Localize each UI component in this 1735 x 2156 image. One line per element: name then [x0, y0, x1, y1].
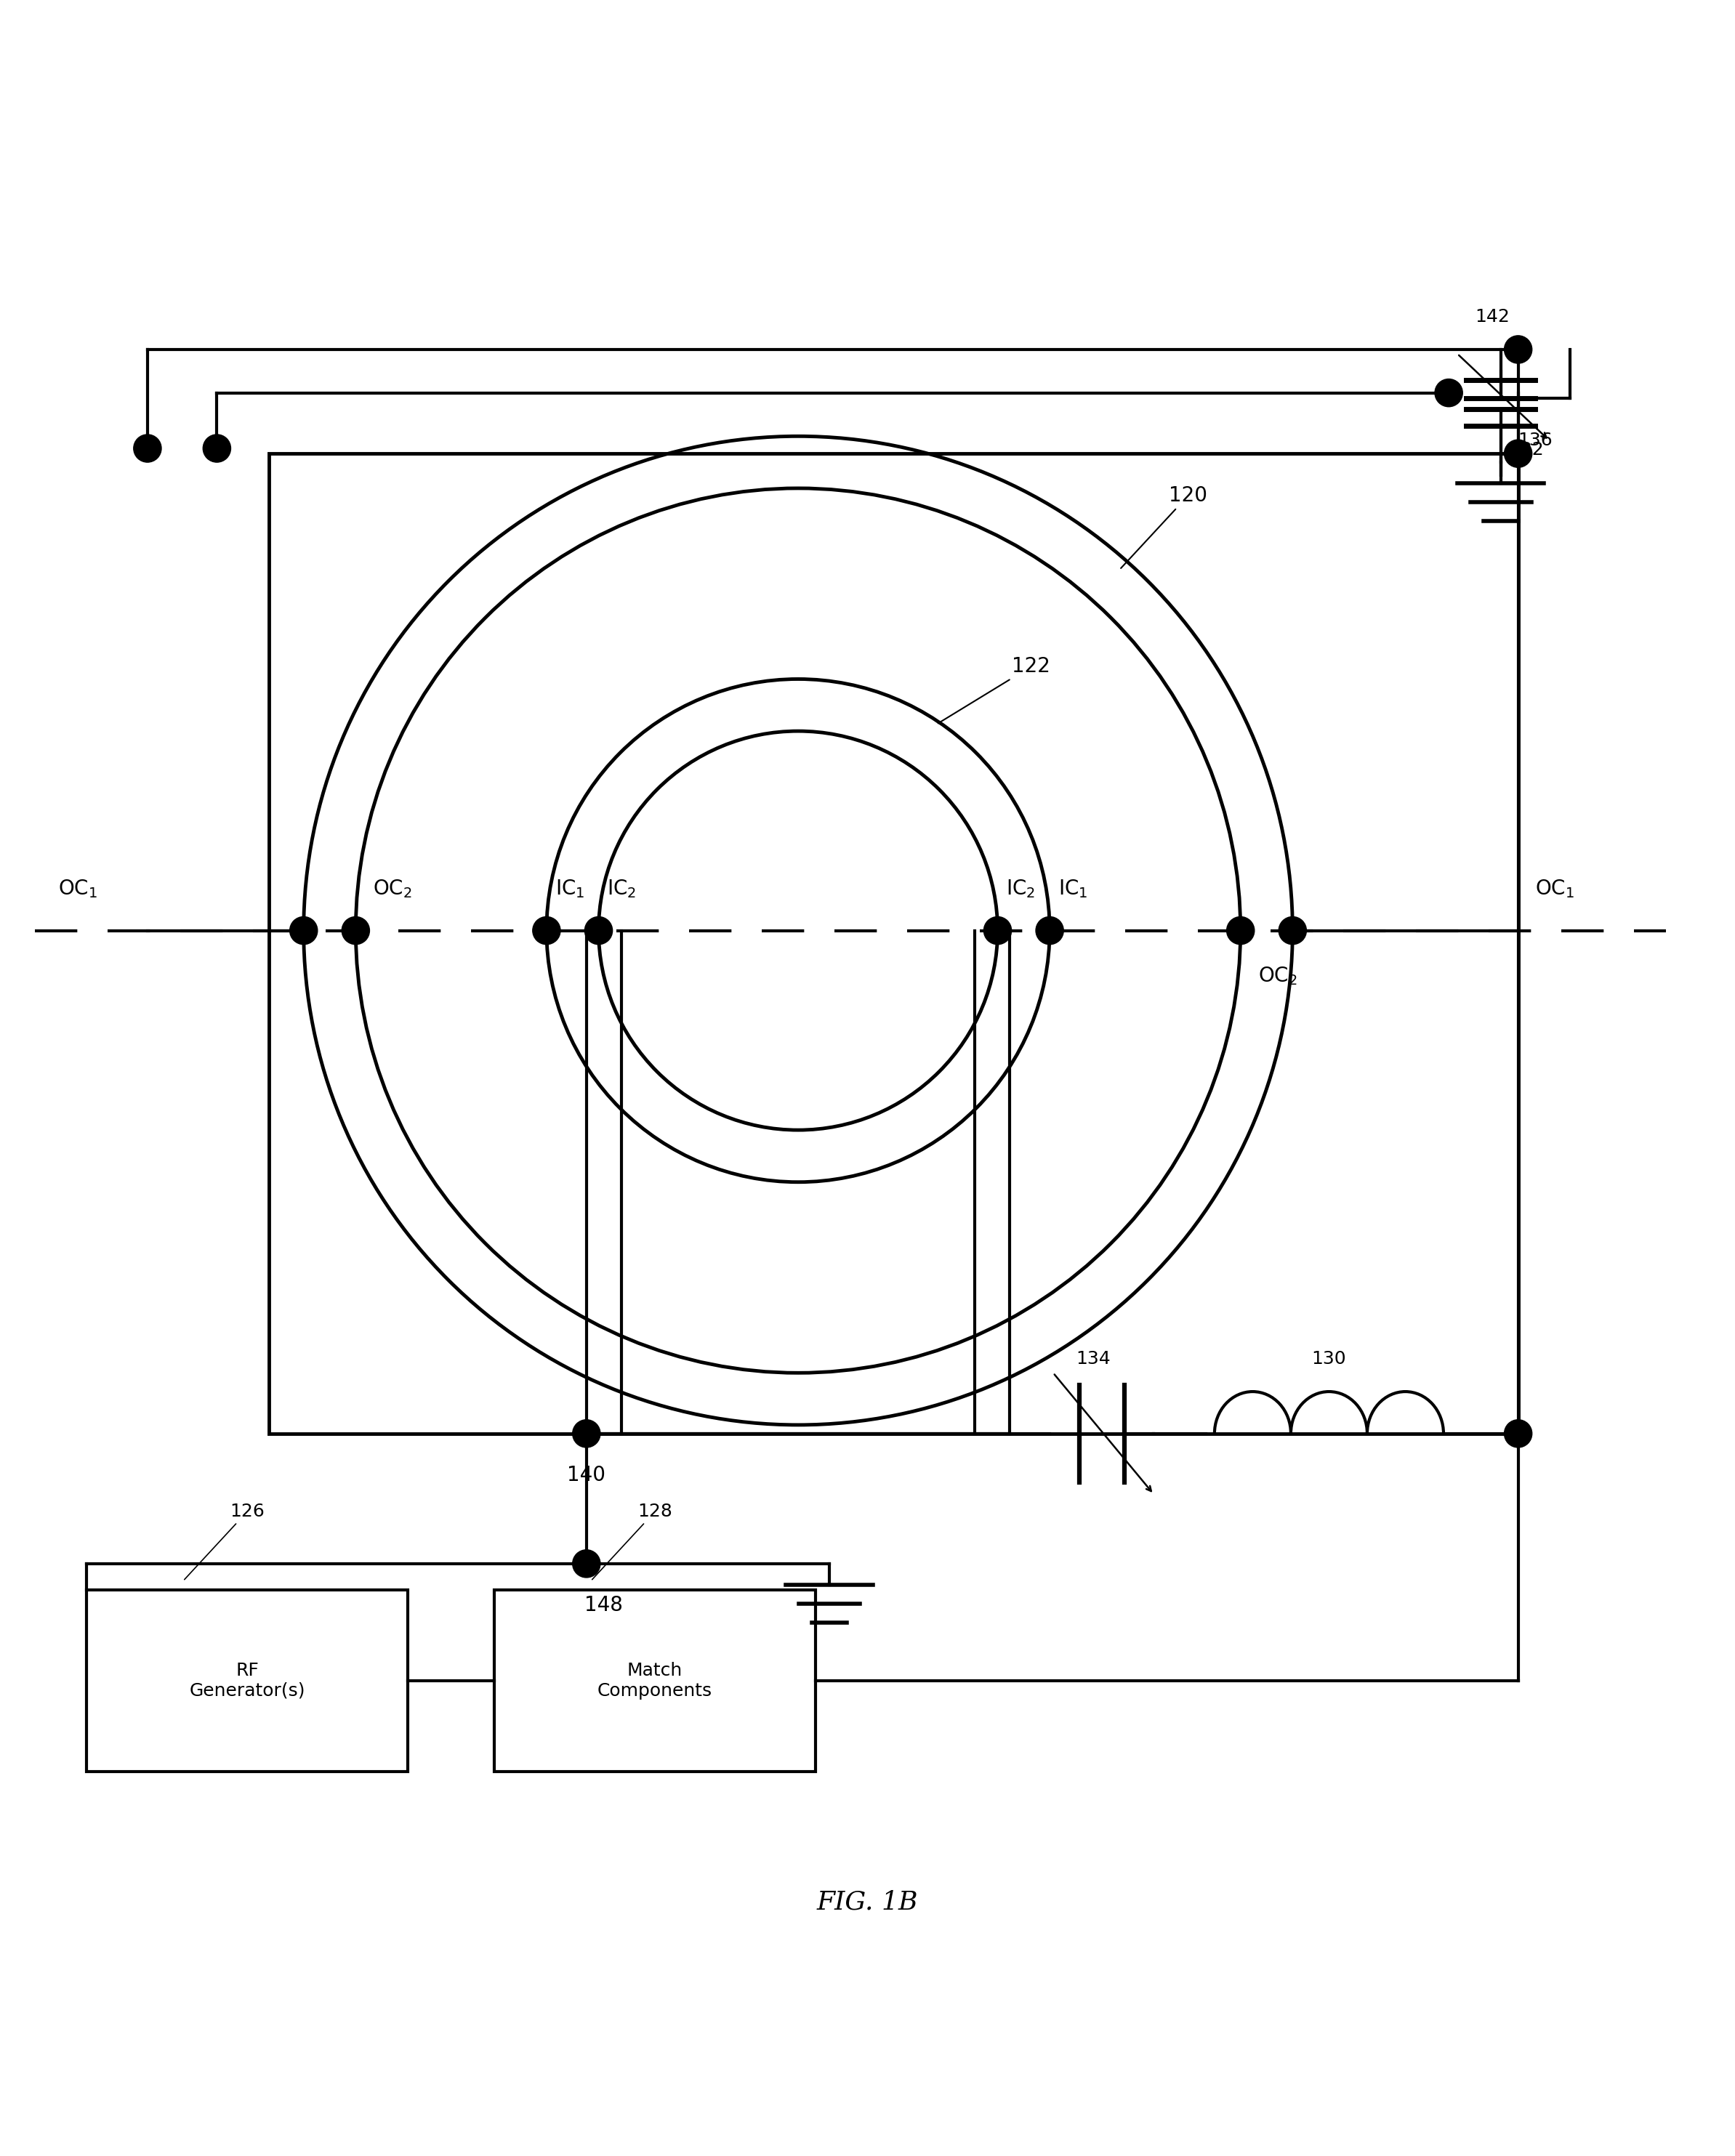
- Text: 142: 142: [1475, 308, 1509, 326]
- Text: 130: 130: [1312, 1350, 1346, 1367]
- Circle shape: [573, 1550, 600, 1578]
- Circle shape: [134, 436, 161, 461]
- Text: 120: 120: [1121, 485, 1208, 569]
- Text: 128: 128: [592, 1503, 673, 1580]
- Circle shape: [533, 916, 560, 944]
- Text: IC$_1$: IC$_1$: [555, 877, 585, 899]
- Text: IC$_2$: IC$_2$: [607, 877, 637, 899]
- Text: FIG. 1B: FIG. 1B: [817, 1889, 918, 1915]
- Circle shape: [585, 916, 612, 944]
- Circle shape: [203, 436, 231, 461]
- Circle shape: [290, 916, 318, 944]
- Text: OC$_2$: OC$_2$: [1258, 966, 1298, 987]
- Text: OC$_1$: OC$_1$: [1535, 877, 1575, 899]
- Text: 132: 132: [1509, 442, 1544, 459]
- Circle shape: [1435, 379, 1463, 407]
- Bar: [494, 1589, 815, 1772]
- Text: 134: 134: [1076, 1350, 1110, 1367]
- Circle shape: [1504, 440, 1532, 468]
- Circle shape: [1279, 916, 1306, 944]
- Bar: [269, 453, 1518, 1434]
- Text: IC$_2$: IC$_2$: [1006, 877, 1036, 899]
- Text: Match
Components: Match Components: [597, 1662, 713, 1699]
- Text: IC$_1$: IC$_1$: [1058, 877, 1088, 899]
- Circle shape: [984, 916, 1012, 944]
- Circle shape: [342, 916, 370, 944]
- Text: RF
Generator(s): RF Generator(s): [189, 1662, 305, 1699]
- Bar: [87, 1589, 408, 1772]
- Text: 122: 122: [939, 655, 1050, 722]
- Text: 140: 140: [567, 1464, 606, 1485]
- Circle shape: [1504, 1419, 1532, 1447]
- Text: 136: 136: [1518, 431, 1553, 448]
- Circle shape: [573, 1419, 600, 1447]
- Text: OC$_2$: OC$_2$: [373, 877, 413, 899]
- Text: 126: 126: [184, 1503, 265, 1580]
- Circle shape: [1227, 916, 1254, 944]
- Circle shape: [1036, 916, 1064, 944]
- Text: OC$_1$: OC$_1$: [59, 877, 97, 899]
- Text: 148: 148: [585, 1595, 623, 1615]
- Circle shape: [1504, 336, 1532, 364]
